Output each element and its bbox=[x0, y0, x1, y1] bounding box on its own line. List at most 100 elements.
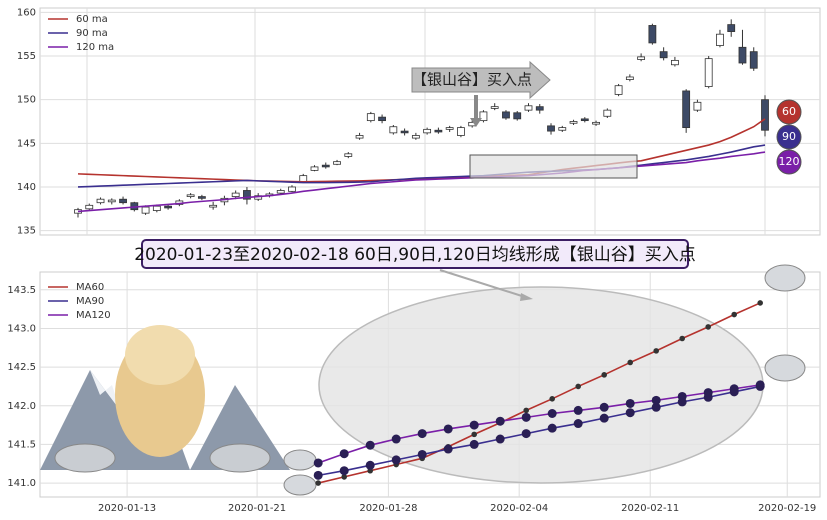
candle-body bbox=[749, 51, 758, 69]
ingot bbox=[283, 474, 317, 496]
point bbox=[651, 395, 661, 405]
end-badge bbox=[776, 124, 802, 150]
mountain bbox=[190, 385, 290, 470]
ingot bbox=[54, 443, 116, 473]
point bbox=[469, 439, 479, 449]
candle-body bbox=[344, 153, 353, 157]
point bbox=[653, 348, 659, 354]
ingot bbox=[764, 264, 806, 292]
point bbox=[391, 434, 401, 444]
ma-line bbox=[77, 151, 766, 213]
point bbox=[313, 458, 323, 468]
y-tick-label: 160 bbox=[17, 7, 36, 18]
chart-title: 2020-01-23至2020-02-18 60日,90日,120日均线形成【银… bbox=[134, 245, 696, 265]
banner bbox=[141, 239, 689, 269]
candle-body bbox=[152, 205, 161, 211]
y-tick-label: 143.5 bbox=[7, 285, 36, 296]
x-tick-label: 2020-02-11 bbox=[621, 503, 679, 514]
highlight-box bbox=[469, 154, 638, 179]
point bbox=[575, 383, 581, 390]
candle-body bbox=[479, 111, 488, 122]
candle-body bbox=[502, 111, 510, 119]
point bbox=[573, 419, 583, 429]
candle-body bbox=[738, 46, 747, 64]
y-tick-label: 135 bbox=[17, 226, 36, 237]
point bbox=[315, 480, 322, 486]
y-tick-label: 141.0 bbox=[7, 478, 36, 489]
point bbox=[469, 420, 479, 430]
candle-body bbox=[535, 106, 544, 111]
candle-body bbox=[164, 205, 172, 209]
point bbox=[417, 449, 427, 459]
point bbox=[521, 412, 531, 422]
candle-body bbox=[513, 112, 522, 120]
x-tick-label: 2020-02-04 bbox=[490, 503, 548, 514]
candle-body bbox=[389, 126, 398, 134]
point bbox=[495, 416, 505, 426]
y-tick-label: 142.0 bbox=[7, 401, 36, 412]
ma-line bbox=[77, 118, 766, 183]
highlight-ellipse bbox=[318, 286, 764, 484]
candle-body bbox=[614, 85, 623, 95]
dog-head bbox=[125, 325, 195, 385]
point bbox=[679, 335, 685, 342]
candle-body bbox=[333, 161, 341, 165]
candle-body bbox=[727, 24, 736, 32]
arrow bbox=[439, 269, 526, 298]
y-tick-label: 155 bbox=[17, 51, 36, 62]
point bbox=[391, 455, 401, 465]
candle-body bbox=[231, 192, 240, 197]
candle-body bbox=[288, 186, 296, 192]
point bbox=[599, 413, 609, 423]
ingot bbox=[283, 449, 317, 471]
point bbox=[523, 407, 529, 414]
bottom-layer: 141.0 141.5 142.0 142.5 143.0 143.5 2020-01-13… bbox=[7, 264, 820, 514]
point bbox=[443, 424, 453, 434]
legend-label: 120 ma bbox=[76, 42, 114, 53]
ingot bbox=[764, 354, 806, 382]
candle-body bbox=[209, 204, 218, 208]
candle-body bbox=[659, 51, 668, 59]
candle-body bbox=[716, 33, 724, 46]
x-tick-label: 2020-02-19 bbox=[758, 503, 816, 514]
point bbox=[625, 408, 635, 418]
arrow-head bbox=[470, 118, 482, 127]
annotation-text: 【银山谷】买入点 bbox=[412, 71, 532, 89]
y-tick-label: 141.5 bbox=[7, 439, 36, 450]
point bbox=[549, 396, 555, 402]
point bbox=[521, 429, 531, 439]
mountain-snow bbox=[90, 370, 120, 410]
candle-body bbox=[592, 121, 600, 125]
legend-label: MA60 bbox=[76, 282, 104, 293]
candle-body bbox=[321, 164, 330, 168]
candle-body bbox=[524, 105, 533, 111]
end-badge bbox=[776, 149, 802, 175]
point bbox=[313, 470, 323, 480]
point bbox=[703, 388, 713, 398]
point bbox=[677, 391, 687, 401]
top-plot-area bbox=[39, 7, 821, 236]
candle-body bbox=[243, 190, 251, 200]
point bbox=[339, 449, 349, 459]
candle-body bbox=[400, 130, 409, 134]
candle-body bbox=[761, 99, 769, 131]
candle-body bbox=[141, 206, 150, 214]
end-label: 120 bbox=[779, 155, 800, 168]
candle-body bbox=[299, 175, 308, 183]
point bbox=[417, 429, 427, 439]
end-badge bbox=[776, 99, 802, 125]
candle-body bbox=[648, 25, 657, 44]
point bbox=[495, 434, 505, 444]
top-layer: 135 140 145 150 155 160 60 ma 60 90 ma 90 120 ma 12… bbox=[17, 7, 820, 237]
ma-line bbox=[77, 144, 766, 188]
candle-body bbox=[671, 59, 679, 66]
candle-body bbox=[682, 90, 691, 129]
candle-body bbox=[704, 58, 713, 87]
candle-body bbox=[445, 127, 454, 130]
candle-body bbox=[197, 196, 206, 199]
candle-body bbox=[186, 194, 195, 197]
x-tick-label: 2020-01-28 bbox=[359, 503, 417, 514]
candle-body bbox=[457, 127, 465, 136]
candle-body bbox=[96, 198, 105, 204]
